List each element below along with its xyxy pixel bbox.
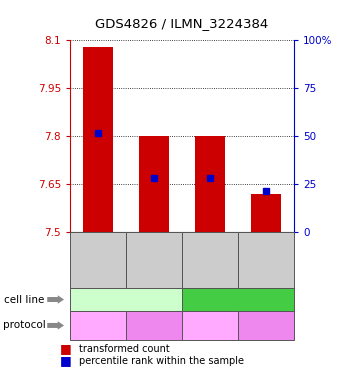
- Text: ■: ■: [60, 354, 71, 367]
- Text: GSM925597: GSM925597: [93, 233, 103, 288]
- Text: cell line: cell line: [4, 295, 44, 305]
- Text: ARID1A
depletion: ARID1A depletion: [134, 316, 174, 335]
- Text: ARID1A
depletion: ARID1A depletion: [246, 316, 286, 335]
- Text: transformed count: transformed count: [79, 344, 169, 354]
- Text: control: control: [195, 321, 225, 330]
- Text: control: control: [83, 321, 113, 330]
- Text: protocol: protocol: [4, 320, 46, 331]
- Text: ■: ■: [60, 342, 71, 355]
- Text: GSM925599: GSM925599: [205, 233, 215, 288]
- Bar: [251, 194, 281, 232]
- Text: OSE4: OSE4: [111, 295, 141, 305]
- Text: GDS4826 / ILMN_3224384: GDS4826 / ILMN_3224384: [95, 17, 269, 30]
- Bar: [83, 47, 113, 232]
- Text: IOSE80pc: IOSE80pc: [211, 295, 265, 305]
- Text: GSM925598: GSM925598: [149, 233, 159, 288]
- Text: percentile rank within the sample: percentile rank within the sample: [79, 356, 244, 366]
- Bar: [195, 136, 225, 232]
- Text: GSM925600: GSM925600: [261, 233, 271, 288]
- Bar: [139, 136, 169, 232]
